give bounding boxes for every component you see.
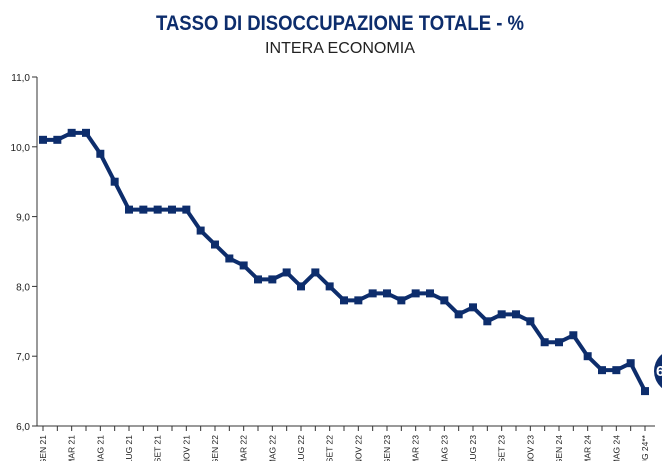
data-point bbox=[540, 338, 549, 347]
data-point bbox=[512, 310, 520, 319]
data-point bbox=[196, 226, 205, 235]
y-tick-label: 11,0 bbox=[11, 73, 30, 84]
data-point bbox=[469, 303, 477, 312]
x-tick-label: GEN 23 bbox=[382, 435, 392, 461]
chart-subtitle: INTERA ECONOMIA bbox=[265, 40, 415, 57]
data-point bbox=[440, 296, 449, 305]
data-point bbox=[182, 205, 191, 214]
x-tick-label: MAG 21 bbox=[95, 435, 105, 461]
x-tick-label: MAR 22 bbox=[239, 435, 249, 461]
data-point bbox=[426, 289, 434, 298]
data-point bbox=[598, 366, 606, 375]
x-tick-label: NOV 21 bbox=[181, 435, 191, 461]
data-line bbox=[43, 130, 647, 393]
x-tick-label: NOV 23 bbox=[525, 435, 535, 461]
data-point bbox=[526, 317, 535, 326]
data-point bbox=[612, 366, 621, 375]
x-tick-label: LUG 23 bbox=[468, 435, 478, 461]
x-tick-label: UG 24** bbox=[640, 434, 650, 461]
x-tick-label: GEN 21 bbox=[38, 435, 48, 461]
data-point bbox=[125, 205, 133, 214]
data-point bbox=[555, 338, 563, 347]
data-point bbox=[354, 296, 363, 305]
y-tick-label: 7,0 bbox=[16, 352, 30, 363]
data-point bbox=[82, 128, 90, 137]
x-tick-label: MAG 22 bbox=[267, 435, 277, 461]
x-tick-label: GEN 22 bbox=[210, 435, 220, 461]
x-tick-label: MAR 24 bbox=[583, 435, 593, 461]
x-tick-label: SET 22 bbox=[325, 435, 335, 461]
data-point bbox=[282, 268, 291, 277]
data-point bbox=[641, 387, 649, 396]
value-label-bubble bbox=[654, 354, 662, 389]
data-point bbox=[168, 205, 176, 214]
data-point bbox=[383, 289, 391, 298]
data-point bbox=[340, 296, 348, 305]
x-tick-label: MAR 23 bbox=[411, 435, 421, 461]
x-tick-label: SET 21 bbox=[153, 435, 163, 461]
data-point bbox=[110, 177, 119, 186]
data-point bbox=[626, 359, 635, 368]
y-tick-label: 8,0 bbox=[16, 282, 30, 293]
data-point bbox=[297, 282, 305, 291]
x-tick-label: NOV 22 bbox=[353, 435, 363, 461]
data-point bbox=[268, 275, 277, 284]
data-point bbox=[211, 240, 219, 249]
x-tick-label: LUG 21 bbox=[124, 435, 134, 461]
data-point bbox=[569, 331, 578, 340]
data-point bbox=[153, 205, 162, 214]
data-point bbox=[254, 275, 262, 284]
data-point bbox=[583, 352, 592, 361]
data-point bbox=[96, 149, 105, 158]
data-point bbox=[411, 289, 420, 298]
data-point bbox=[368, 289, 377, 298]
x-tick-label: SET 23 bbox=[497, 435, 507, 461]
x-tick-label: MAG 23 bbox=[439, 435, 449, 461]
x-tick-label: LUG 22 bbox=[296, 435, 306, 461]
data-point bbox=[311, 268, 320, 277]
y-tick-label: 9,0 bbox=[16, 213, 30, 224]
data-point bbox=[67, 128, 76, 137]
data-point bbox=[39, 135, 47, 144]
data-point bbox=[497, 310, 506, 319]
data-point bbox=[325, 282, 334, 291]
data-point bbox=[454, 310, 463, 319]
x-tick-label: MAG 24 bbox=[611, 435, 621, 461]
data-point bbox=[483, 317, 492, 326]
y-tick-label: 6,0 bbox=[16, 422, 30, 433]
chart-title: TASSO DI DISOCCUPAZIONE TOTALE - % bbox=[156, 12, 524, 35]
data-point bbox=[239, 261, 248, 270]
data-point bbox=[53, 135, 62, 144]
value-label: 6,5 bbox=[656, 363, 662, 380]
y-tick-label: 10,0 bbox=[11, 143, 31, 154]
data-point bbox=[139, 205, 148, 214]
data-point bbox=[397, 296, 406, 305]
data-point bbox=[225, 254, 234, 263]
x-tick-label: MAR 21 bbox=[67, 435, 77, 461]
x-tick-label: GEN 24 bbox=[554, 435, 564, 461]
